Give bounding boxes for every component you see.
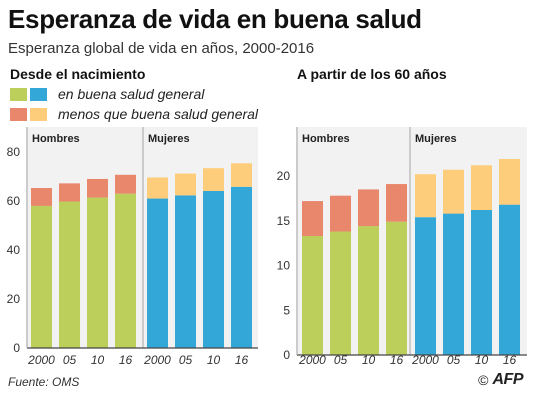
y-tick-label-birth-40: 40 [7,243,21,257]
x-tick-label-sixty-0-1: 05 [334,353,348,367]
legend-swatch-men-less [10,107,27,121]
bar-less-birth-1-2 [203,168,224,191]
x-tick-label-birth-0-0: 2000 [27,353,55,367]
legend-label-less: menos que buena salud general [58,106,259,122]
bar-less-birth-0-1 [59,183,80,202]
chart-title: Esperanza de vida en buena salud [8,4,422,34]
bar-good-birth-0-2 [87,197,108,348]
source-note: Fuente: OMS [8,375,80,389]
legend-label-good: en buena salud general [58,86,205,102]
bar-good-sixty-1-2 [471,210,492,355]
legend-swatch-women-less [30,107,47,121]
bar-good-birth-0-1 [59,201,80,348]
section-title-birth: Desde el nacimiento [10,66,146,82]
x-tick-label-sixty-0-2: 10 [362,353,376,367]
bar-less-sixty-1-2 [471,165,492,211]
afp-logo: AFP [492,371,524,388]
bar-less-birth-0-0 [31,188,52,206]
bar-good-birth-1-3 [231,186,252,348]
x-tick-label-sixty-0-3: 16 [390,353,404,367]
bar-less-sixty-0-3 [386,184,407,222]
bar-good-sixty-1-3 [499,204,520,355]
bar-less-sixty-1-3 [499,158,520,205]
bar-good-birth-0-0 [31,205,52,348]
panel-title-sixty-0: Hombres [302,133,350,145]
y-tick-label-sixty-0: 0 [283,348,290,362]
y-tick-label-sixty-20: 20 [277,169,291,183]
y-tick-label-birth-80: 80 [7,145,21,159]
y-tick-label-sixty-10: 10 [277,259,291,273]
bar-good-sixty-1-1 [443,213,464,355]
y-tick-label-sixty-5: 5 [283,303,290,317]
bar-good-sixty-0-2 [358,226,379,355]
y-tick-label-birth-60: 60 [7,194,21,208]
x-tick-label-birth-1-2: 10 [207,353,221,367]
x-tick-label-birth-0-2: 10 [91,353,105,367]
x-tick-label-birth-1-1: 05 [179,353,193,367]
legend-swatch-women-good [30,87,47,101]
bar-less-sixty-0-2 [358,189,379,227]
x-tick-label-birth-0-1: 05 [63,353,77,367]
bar-less-birth-0-3 [115,174,136,194]
bar-less-sixty-0-0 [302,201,323,236]
y-tick-label-birth-0: 0 [13,341,20,355]
bar-less-sixty-1-0 [415,174,436,218]
legend-swatch-men-good [10,87,27,101]
y-tick-label-birth-20: 20 [7,292,21,306]
bar-less-birth-1-3 [231,163,252,187]
x-tick-label-sixty-1-1: 05 [447,353,461,367]
bar-good-birth-1-0 [147,198,168,348]
agency-credit: © AFP [478,371,523,389]
bar-less-birth-1-0 [147,177,168,199]
bar-good-birth-0-3 [115,193,136,348]
x-tick-label-sixty-0-0: 2000 [298,353,326,367]
bar-less-birth-1-1 [175,173,196,196]
panel-title-sixty-1: Mujeres [415,133,457,145]
bar-good-sixty-1-0 [415,217,436,355]
chart-subtitle: Esperanza global de vida en años, 2000-2… [8,40,315,57]
panel-title-birth-1: Mujeres [148,133,190,145]
x-tick-label-birth-1-3: 16 [235,353,249,367]
legend-item-good-health: en buena salud general [10,86,204,102]
bar-good-birth-1-2 [203,190,224,348]
x-tick-label-sixty-1-0: 2000 [411,353,439,367]
bar-good-sixty-0-1 [330,231,351,355]
bar-good-sixty-0-3 [386,221,407,355]
bar-good-sixty-0-0 [302,235,323,355]
bar-good-birth-1-1 [175,195,196,348]
y-tick-label-sixty-15: 15 [277,214,291,228]
bar-less-birth-0-2 [87,178,108,198]
x-tick-label-birth-1-0: 2000 [143,353,171,367]
legend-item-less-health: menos que buena salud general [10,106,258,122]
x-tick-label-sixty-1-2: 10 [475,353,489,367]
x-tick-label-sixty-1-3: 16 [503,353,517,367]
section-title-60: A partir de los 60 años [297,66,447,82]
bar-less-sixty-1-1 [443,169,464,214]
copyright-symbol: © [478,372,489,388]
bar-less-sixty-0-1 [330,195,351,232]
x-tick-label-birth-0-3: 16 [119,353,133,367]
panel-title-birth-0: Hombres [32,133,80,145]
